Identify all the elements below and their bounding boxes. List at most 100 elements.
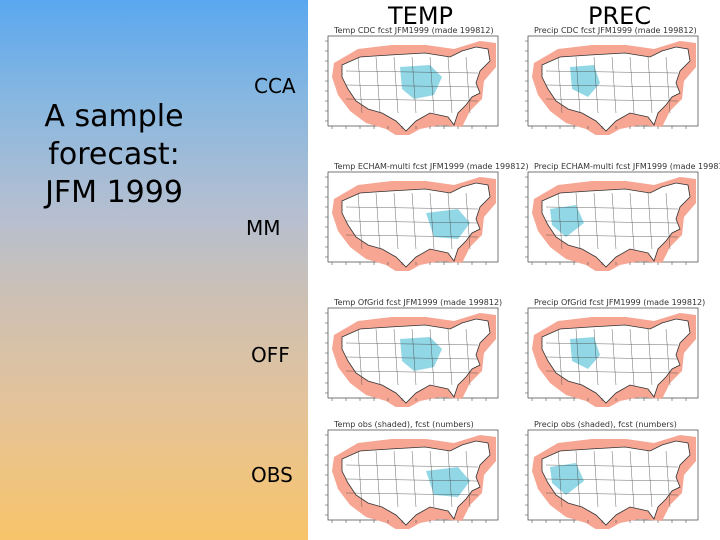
state-boundary: [345, 84, 479, 88]
state-boundary: [447, 450, 453, 508]
cool-anomaly-shading: [570, 65, 600, 97]
state-boundary: [647, 56, 653, 114]
cool-anomaly-shading: [550, 463, 584, 495]
column-header-prec: PREC: [588, 2, 652, 30]
state-boundary: [411, 328, 417, 386]
state-boundary: [575, 328, 581, 386]
state-boundary: [465, 328, 471, 386]
state-boundary: [545, 84, 679, 88]
map-caption: Precip OfGrid fcst JFM1999 (made 199812): [534, 298, 706, 307]
state-boundary: [647, 450, 653, 508]
us-map-plot: [325, 35, 499, 135]
map-caption: Temp ECHAM-multi fcst JFM1999 (made 1998…: [334, 162, 529, 171]
forecast-map: Temp OfGrid fcst JFM1999 (made 199812): [320, 298, 502, 410]
state-boundary: [465, 450, 471, 508]
state-boundary: [393, 328, 399, 386]
gradient-background-panel: [0, 0, 308, 540]
state-boundary: [375, 56, 381, 114]
state-boundary: [557, 56, 563, 114]
state-boundary: [557, 450, 563, 508]
state-boundary: [345, 342, 479, 346]
us-outline: [541, 440, 691, 526]
column-header-temp: TEMP: [388, 2, 454, 30]
map-caption: Temp CDC fcst JFM1999 (made 199812): [334, 26, 494, 35]
state-boundary: [629, 192, 635, 250]
cool-anomaly-shading: [550, 205, 584, 237]
us-map-plot: [525, 307, 699, 407]
state-boundary: [557, 328, 563, 386]
state-boundary: [629, 450, 635, 508]
map-caption: Precip ECHAM-multi fcst JFM1999 (made 19…: [534, 162, 720, 171]
forecast-map: Temp ECHAM-multi fcst JFM1999 (made 1998…: [320, 162, 529, 274]
state-boundary: [465, 192, 471, 250]
us-map-plot: [525, 35, 699, 135]
cool-anomaly-shading: [426, 467, 470, 497]
state-boundary: [545, 356, 679, 360]
state-boundary: [665, 328, 671, 386]
state-boundary: [545, 234, 679, 238]
state-boundary: [357, 450, 363, 508]
map-caption: Temp obs (shaded), fcst (numbers): [334, 420, 474, 429]
map-caption: Temp OfGrid fcst JFM1999 (made 199812): [334, 298, 503, 307]
state-boundary: [429, 192, 435, 250]
state-boundary: [357, 192, 363, 250]
state-boundary: [345, 98, 479, 102]
state-boundary: [593, 192, 599, 250]
row-label-off: OFF: [251, 343, 290, 367]
us-outline: [341, 182, 491, 268]
state-boundary: [557, 192, 563, 250]
state-boundary: [629, 328, 635, 386]
cool-anomaly-shading: [400, 337, 442, 371]
state-boundary: [545, 206, 679, 210]
state-boundary: [575, 450, 581, 508]
state-boundary: [545, 478, 679, 482]
row-label-mm: MM: [246, 216, 281, 240]
state-boundary: [611, 328, 617, 386]
state-boundary: [345, 234, 479, 238]
us-outline: [341, 440, 491, 526]
state-boundary: [545, 70, 679, 74]
state-boundary: [665, 192, 671, 250]
us-map-plot: [525, 429, 699, 529]
state-boundary: [345, 370, 479, 374]
state-boundary: [545, 342, 679, 346]
state-boundary: [345, 70, 479, 74]
us-outline: [541, 182, 691, 268]
state-boundary: [593, 328, 599, 386]
state-boundary: [629, 56, 635, 114]
forecast-map: Precip CDC fcst JFM1999 (made 199812): [520, 26, 702, 138]
state-boundary: [447, 192, 453, 250]
state-boundary: [593, 56, 599, 114]
us-map-plot: [325, 171, 499, 271]
state-boundary: [611, 450, 617, 508]
state-boundary: [357, 56, 363, 114]
state-boundary: [375, 192, 381, 250]
slide-title: A sample forecast: JFM 1999: [44, 99, 184, 210]
us-map-plot: [325, 307, 499, 407]
state-boundary: [611, 192, 617, 250]
state-boundary: [375, 450, 381, 508]
state-boundary: [357, 328, 363, 386]
us-map-plot: [525, 171, 699, 271]
state-boundary: [345, 220, 479, 224]
state-boundary: [447, 56, 453, 114]
state-boundary: [345, 464, 479, 468]
state-boundary: [575, 192, 581, 250]
state-boundary: [465, 56, 471, 114]
state-boundary: [345, 478, 479, 482]
state-boundary: [611, 56, 617, 114]
cool-anomaly-shading: [570, 337, 600, 369]
state-boundary: [345, 206, 479, 210]
state-boundary: [545, 464, 679, 468]
map-caption: Precip CDC fcst JFM1999 (made 199812): [534, 26, 697, 35]
state-boundary: [345, 492, 479, 496]
cool-anomaly-shading: [400, 65, 442, 99]
state-boundary: [429, 56, 435, 114]
forecast-map: Precip OfGrid fcst JFM1999 (made 199812): [520, 298, 706, 410]
state-boundary: [411, 56, 417, 114]
state-boundary: [429, 450, 435, 508]
state-boundary: [447, 328, 453, 386]
forecast-map: Precip obs (shaded), fcst (numbers): [520, 420, 702, 532]
forecast-map: Temp CDC fcst JFM1999 (made 199812): [320, 26, 502, 138]
state-boundary: [393, 450, 399, 508]
